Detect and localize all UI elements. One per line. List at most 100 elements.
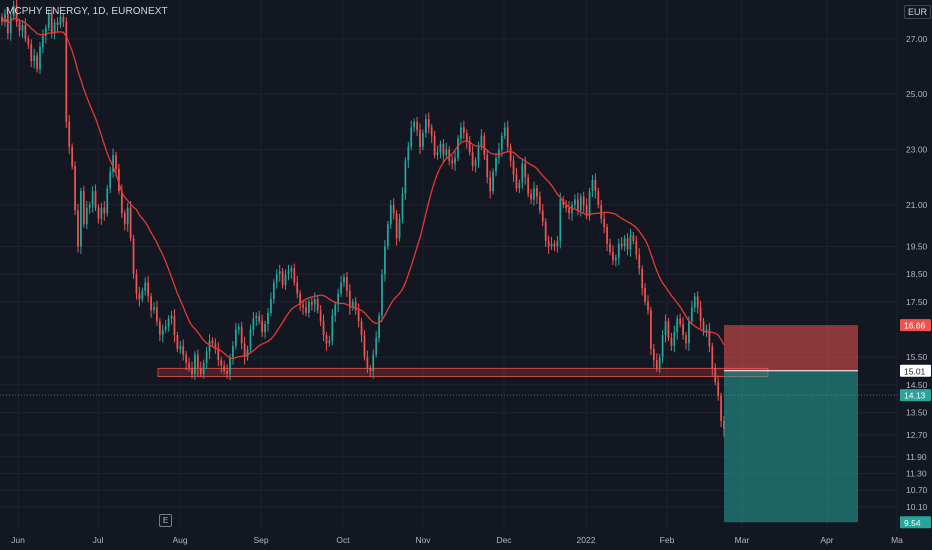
candle (141, 287, 144, 303)
candle (319, 305, 322, 326)
candle (357, 303, 360, 328)
candle (664, 314, 667, 343)
candle (194, 351, 196, 380)
candle (337, 288, 340, 313)
candle (217, 342, 220, 367)
candle (120, 184, 123, 218)
candle (71, 143, 74, 170)
candle (272, 279, 275, 304)
candle (167, 315, 170, 332)
currency-button[interactable]: EUR (904, 5, 932, 19)
candle (156, 300, 158, 326)
candle (287, 264, 290, 281)
candle (521, 158, 524, 189)
y-tick-label: 18.50 (906, 269, 928, 279)
candle (623, 234, 626, 252)
candle (714, 363, 717, 386)
candle (398, 213, 401, 242)
x-tick-label: Nov (415, 535, 431, 545)
candle (474, 157, 477, 173)
candle (144, 277, 147, 296)
candle (21, 19, 24, 38)
candle (322, 314, 325, 342)
candle (270, 292, 272, 317)
y-tick-label: 12.70 (906, 430, 928, 440)
candle (635, 235, 638, 260)
candle (395, 209, 398, 246)
candle (343, 273, 345, 288)
stop-loss-zone (724, 325, 858, 371)
take-profit-zone (724, 370, 858, 523)
candle (685, 331, 687, 350)
candle (179, 341, 182, 354)
candle (650, 306, 652, 356)
candle (682, 317, 684, 340)
candle (597, 187, 600, 209)
candle (401, 187, 404, 224)
candle (433, 130, 436, 159)
candle (173, 309, 176, 343)
candle (284, 269, 287, 290)
candle (214, 338, 217, 354)
y-tick-label: 11.90 (906, 452, 927, 462)
candle (609, 238, 611, 256)
candle (77, 203, 79, 253)
x-tick-label: 2022 (577, 535, 596, 545)
candle (582, 191, 585, 213)
candle (576, 192, 579, 216)
candle (427, 112, 430, 134)
candle (574, 194, 576, 209)
candle (462, 120, 465, 140)
y-tick-label: 27.00 (906, 34, 928, 44)
candle (585, 198, 588, 220)
candle (278, 264, 281, 282)
candle (126, 202, 129, 232)
candle (191, 361, 193, 379)
candle (88, 201, 91, 214)
candle (103, 201, 106, 221)
candle (708, 322, 711, 353)
x-tick-label: Ma (891, 535, 903, 545)
candle (135, 269, 138, 300)
candle (407, 141, 410, 169)
y-tick-label: 14.50 (906, 380, 928, 390)
candle (375, 331, 378, 358)
candle (451, 155, 454, 170)
candle (305, 300, 307, 317)
candle (47, 8, 50, 32)
candle (12, 0, 15, 20)
candle (644, 283, 646, 306)
candle (331, 309, 334, 346)
candle (658, 353, 661, 374)
candle (442, 139, 445, 163)
candle (80, 187, 82, 254)
x-tick-label: Sep (253, 535, 268, 545)
candle (275, 269, 278, 289)
candle (246, 345, 249, 361)
candle (489, 170, 492, 199)
candle (594, 173, 597, 199)
candle (27, 35, 30, 50)
candle (676, 315, 679, 340)
candle (267, 307, 269, 332)
candle (386, 220, 389, 250)
candle (188, 357, 190, 372)
candle (249, 324, 252, 354)
earnings-marker[interactable]: E (159, 514, 172, 527)
candle (261, 314, 264, 338)
y-tick-label: 21.00 (906, 200, 928, 210)
candle (410, 120, 413, 151)
candle (667, 317, 670, 342)
x-tick-label: Jul (93, 535, 104, 545)
candle (340, 275, 342, 297)
candle (264, 320, 266, 339)
support-zone (157, 367, 769, 378)
y-tick-label: 19.50 (906, 241, 928, 251)
candle (498, 142, 500, 164)
candle (360, 317, 363, 343)
candle (129, 201, 132, 242)
candle (696, 291, 699, 314)
candle (39, 42, 41, 74)
candle (150, 292, 152, 318)
